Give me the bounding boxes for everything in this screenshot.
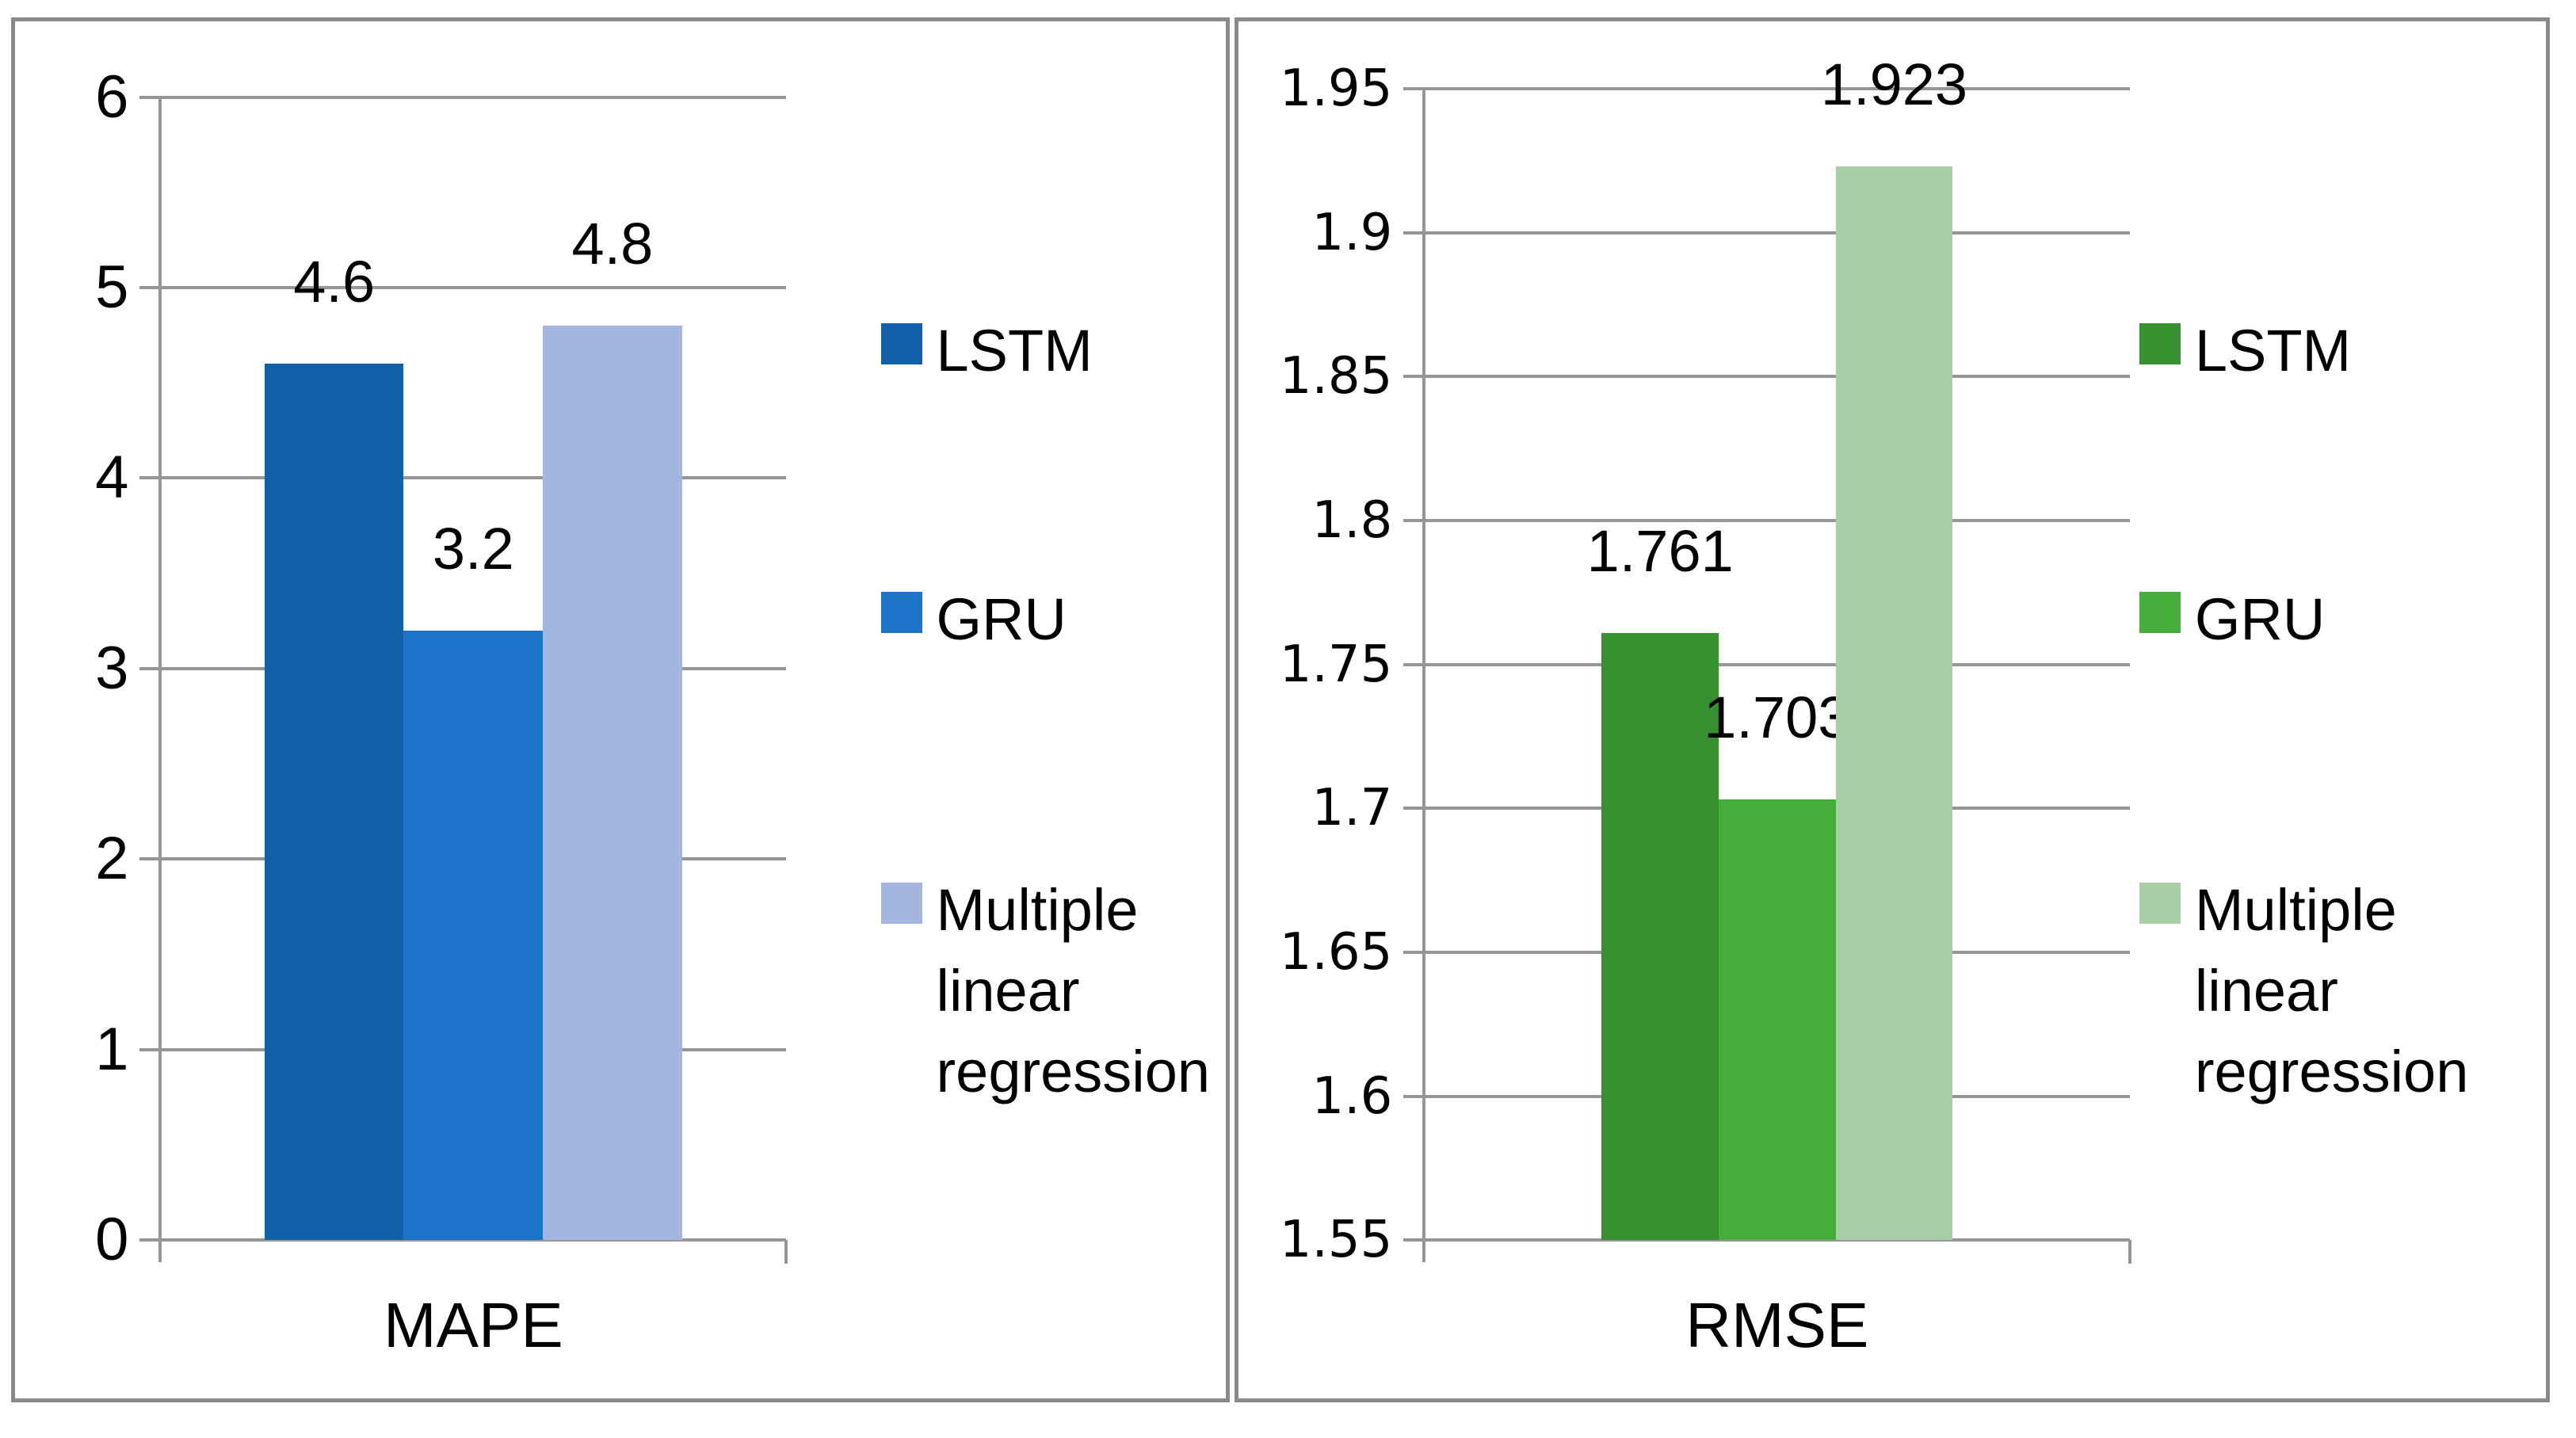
- legend-entry-multiple-linear-regression: Multiple linear regression: [880, 870, 1226, 1112]
- y-axis-tick-label: 2: [95, 825, 129, 893]
- rmse-chart-panel: 1.95 1.9 1.85 1.8 1.75 1.7 1.65 1.6 1.55 1.761 1.7…: [1235, 17, 2550, 1402]
- y-axis-tick-label: 1.6: [1311, 1066, 1393, 1126]
- legend-entry-gru: GRU: [880, 579, 1067, 660]
- legend-label-lstm: LSTM: [936, 317, 1093, 383]
- y-gridline: [139, 476, 787, 480]
- bar-value-label-gru: 3.2: [432, 515, 514, 582]
- y-axis-tick-label: 1.95: [1279, 59, 1393, 119]
- y-gridline: [1403, 662, 2131, 666]
- x-axis-title: MAPE: [383, 1289, 563, 1360]
- y-axis-line: [158, 97, 162, 1263]
- plot-area: 4.6 3.2 4.8: [160, 97, 786, 1241]
- y-axis-tick-label: 1.8: [1311, 491, 1393, 551]
- y-axis-tick-label: 1.9: [1311, 203, 1393, 262]
- legend-swatch-gru: [880, 591, 922, 633]
- legend-entry-multiple-linear-regression: Multiple linear regression: [2139, 870, 2544, 1112]
- legend-entry-gru: GRU: [2139, 579, 2325, 660]
- y-axis-tick-label: 3: [95, 634, 129, 702]
- y-axis-tick-label: 1.55: [1279, 1211, 1393, 1270]
- x-axis-title: RMSE: [1685, 1289, 1869, 1360]
- y-gridline: [139, 1238, 787, 1242]
- y-axis-tick-label: 1: [95, 1015, 129, 1083]
- legend-label-lstm: LSTM: [2194, 317, 2352, 383]
- bar-gru-mape: [403, 630, 544, 1241]
- bar-gru-rmse: [1719, 799, 1836, 1241]
- bar-value-label-multiple-linear-regression: 1.923: [1820, 51, 1968, 118]
- y-axis-tick-label: 5: [95, 254, 129, 321]
- y-axis-tick-label: 6: [95, 63, 129, 131]
- y-gridline: [139, 286, 787, 289]
- legend-swatch-multiple-linear-regression: [880, 882, 922, 924]
- mape-chart-panel: 6 5 4 3 2 1 0 4.6 3.2 4.8 MAPE LSTM GRU Multiple line…: [11, 17, 1230, 1402]
- y-axis-tick-label: 1.65: [1279, 922, 1393, 982]
- bar-multiple-linear-regression-mape: [543, 326, 682, 1241]
- plot-area: 1.761 1.703 1.923: [1424, 51, 2130, 1241]
- y-gridline: [139, 95, 787, 99]
- legend-swatch-lstm: [880, 322, 922, 364]
- bar-lstm-rmse: [1601, 632, 1719, 1241]
- x-axis-end-tick: [2128, 1240, 2132, 1264]
- y-axis-tick-label: 0: [95, 1206, 129, 1274]
- y-gridline: [1403, 87, 2131, 91]
- legend-entry-lstm: LSTM: [880, 311, 1093, 391]
- legend-label-gru: GRU: [2194, 585, 2326, 652]
- bar-value-label-lstm: 4.6: [293, 249, 376, 315]
- y-axis-tick-label: 4: [95, 444, 129, 512]
- bar-lstm-mape: [264, 364, 404, 1241]
- bar-value-label-lstm: 1.761: [1586, 517, 1734, 584]
- legend-label-multiple-linear-regression: Multiple linear regression: [936, 876, 1211, 1104]
- bar-value-label-gru: 1.703: [1704, 685, 1851, 751]
- y-axis-line: [1422, 89, 1426, 1263]
- y-gridline: [1403, 519, 2131, 523]
- y-gridline: [1403, 375, 2131, 379]
- legend-swatch-multiple-linear-regression: [2139, 882, 2181, 924]
- y-axis-tick-label: 1.75: [1279, 635, 1393, 694]
- x-axis-end-tick: [784, 1240, 788, 1264]
- y-gridline: [1403, 1238, 2131, 1242]
- y-gridline: [1403, 231, 2131, 235]
- bar-multiple-linear-regression-rmse: [1835, 166, 1953, 1241]
- legend-label-multiple-linear-regression: Multiple linear regression: [2194, 876, 2469, 1104]
- bar-value-label-multiple-linear-regression: 4.8: [571, 211, 654, 277]
- y-axis-tick-label: 1.85: [1279, 347, 1393, 406]
- legend-swatch-gru: [2139, 591, 2181, 633]
- legend-entry-lstm: LSTM: [2139, 311, 2351, 391]
- y-axis-tick-label: 1.7: [1311, 779, 1393, 838]
- legend-swatch-lstm: [2139, 322, 2181, 364]
- legend-label-gru: GRU: [936, 585, 1067, 652]
